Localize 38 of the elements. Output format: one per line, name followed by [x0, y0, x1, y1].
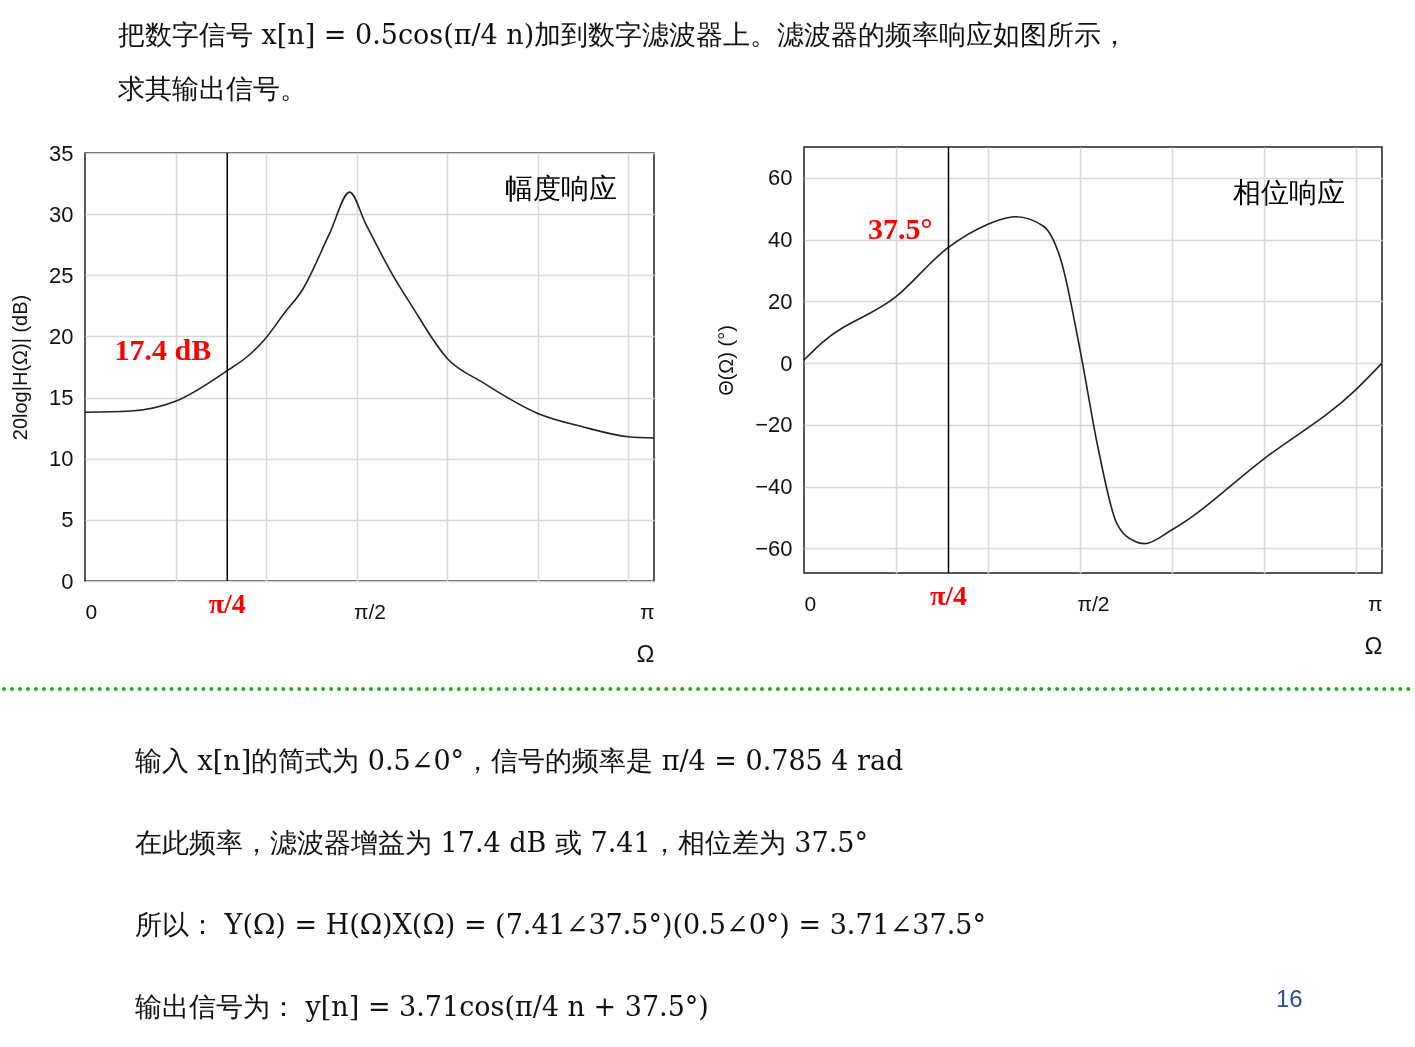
y-tick-label: 0 [780, 350, 793, 376]
ref-line-label: π/4 [929, 580, 968, 611]
y-tick-label: 25 [49, 262, 74, 288]
y-tick-label: 30 [49, 201, 74, 227]
text: 输入 x[n]的简式为 0.5∠0°，信号的频率是 π/4 = 0.785 4 rad [135, 744, 905, 778]
y-axis-title: Θ(Ω) (°) [715, 325, 738, 396]
y-tick-label: 0 [61, 568, 74, 594]
y-tick-label: 20 [49, 323, 74, 349]
ref-line-label: π/4 [208, 588, 246, 619]
text: 相位响应 [1232, 176, 1345, 210]
y-tick-label: 35 [49, 140, 74, 166]
y-tick-label: −60 [755, 535, 793, 561]
text: 求其输出信号。 [118, 72, 308, 106]
y-tick-label: 60 [768, 165, 793, 191]
text: 16 [1276, 985, 1303, 1013]
x-tick-label: π [1368, 591, 1383, 615]
x-axis-title: Ω [636, 639, 655, 667]
y-axis-title: 20log|H(Ω)| (dB) [9, 294, 32, 441]
text: 幅度响应 [504, 172, 617, 205]
y-tick-label: 10 [49, 446, 74, 472]
annotation: 17.4 dB [114, 333, 212, 367]
text: 输出信号为： y[n] = 3.71cos(π/4 n + 37.5°) [135, 990, 710, 1024]
x-tick-label: 0 [804, 591, 817, 615]
y-tick-label: 20 [768, 288, 793, 314]
y-tick-label: −40 [755, 474, 793, 500]
x-tick-label: π/2 [353, 599, 387, 623]
y-tick-label: 40 [768, 227, 793, 253]
x-tick-label: π/2 [1077, 591, 1110, 615]
text: 把数字信号 x[n] = 0.5cos(π/4 n)加到数字滤波器上。滤波器的频率响应如图所示， [118, 18, 1129, 52]
x-tick-label: π [640, 599, 655, 623]
y-tick-label: 5 [61, 507, 74, 533]
y-tick-label: −20 [755, 412, 793, 438]
text: 在此频率，滤波器增益为 17.4 dB 或 7.41，相位差为 37.5° [135, 826, 869, 860]
text: 所以： Y(Ω) = H(Ω)X(Ω) = (7.41∠37.5°)(0.5∠0°) = 3.71∠37.5° [135, 908, 986, 942]
annotation: 37.5° [868, 212, 933, 246]
y-tick-label: 15 [49, 385, 74, 411]
x-axis-title: Ω [1364, 631, 1383, 659]
x-tick-label: 0 [85, 599, 98, 623]
